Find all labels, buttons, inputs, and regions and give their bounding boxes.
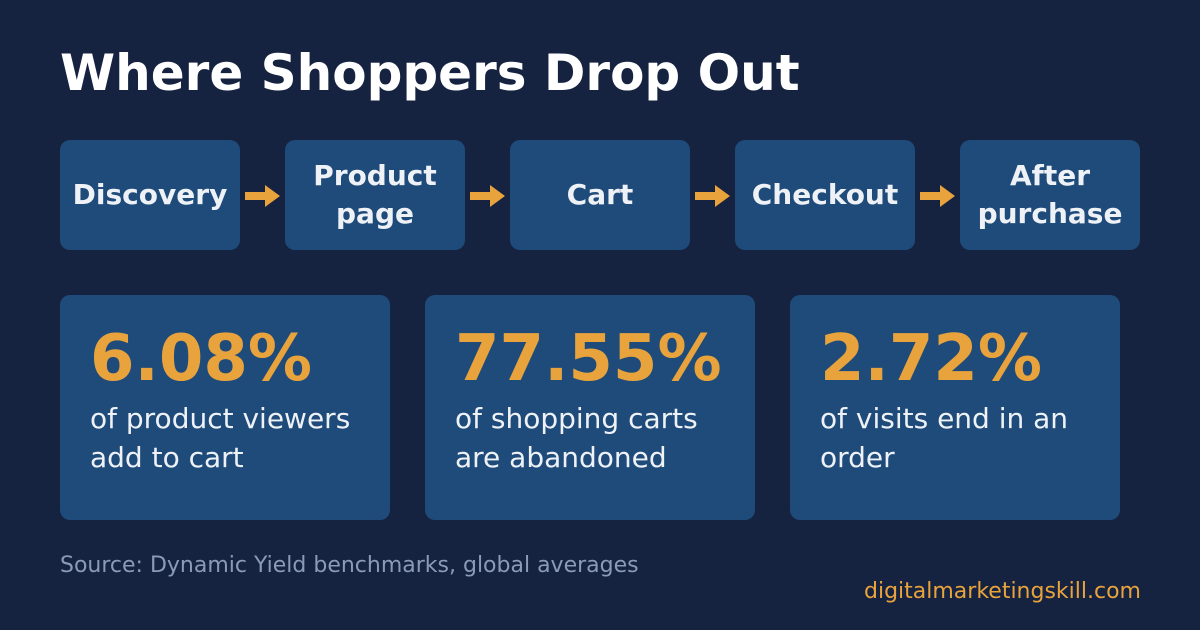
stat-value: 2.72% bbox=[820, 322, 1043, 396]
stat-text: of visits end in an order bbox=[820, 402, 1069, 474]
stat-value: 77.55% bbox=[455, 322, 722, 396]
step: Cart bbox=[510, 140, 690, 250]
arrow bbox=[695, 185, 730, 207]
stat-value: 6.08% bbox=[90, 322, 313, 396]
stat-card: 77.55% of shopping carts are abandoned bbox=[425, 295, 755, 520]
step: After purchase bbox=[960, 140, 1140, 250]
arrow bbox=[245, 185, 280, 207]
stat-card: 2.72% of visits end in an order bbox=[790, 295, 1120, 520]
arrow bbox=[470, 185, 505, 207]
site-link: digitalmarketingskill.com bbox=[864, 579, 1141, 604]
step: Product page bbox=[285, 140, 465, 250]
step: Discovery bbox=[60, 140, 240, 250]
title: Where Shoppers Drop Out bbox=[60, 44, 800, 102]
source: Source: Dynamic Yield benchmarks, global… bbox=[60, 553, 639, 578]
stat-card: 6.08% of product viewers add to cart bbox=[60, 295, 390, 520]
arrow bbox=[920, 185, 955, 207]
stat-text: of product viewers add to cart bbox=[90, 402, 351, 474]
stat-text: of shopping carts are abandoned bbox=[455, 402, 698, 474]
step: Checkout bbox=[735, 140, 915, 250]
